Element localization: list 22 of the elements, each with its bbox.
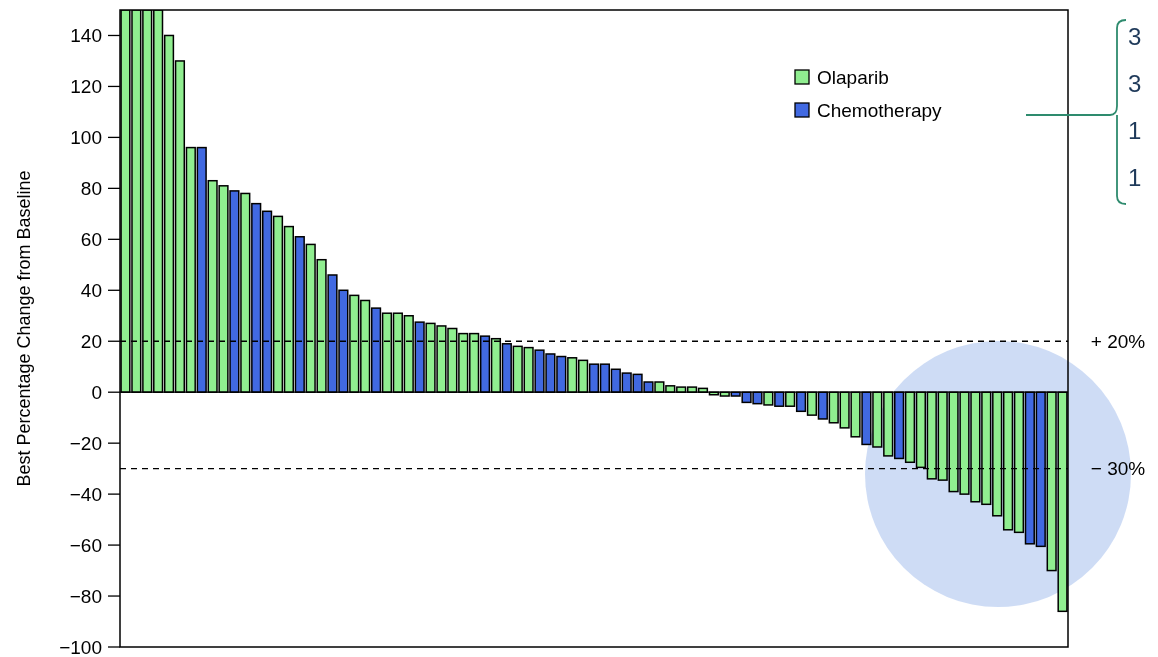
y-tick-label: −40	[69, 483, 102, 505]
legend-label: Olaparib	[817, 66, 889, 88]
y-tick-label: 0	[91, 381, 102, 403]
y-tick-label: 120	[70, 76, 102, 98]
y-tick-label: −100	[59, 636, 102, 657]
text: 3	[1128, 70, 1142, 98]
y-tick-label: 140	[70, 25, 102, 47]
y-tick-label: −20	[69, 432, 102, 454]
y-tick-label: 20	[80, 330, 102, 352]
ref-line-label: − 30%	[1090, 458, 1146, 480]
y-tick-label: −80	[69, 585, 102, 607]
y-tick-label: 100	[70, 127, 102, 149]
legend-label: Chemotherapy	[817, 99, 943, 121]
text: 3	[1128, 23, 1142, 51]
y-axis-title: Best Percentage Change from Baseline	[14, 170, 34, 487]
y-tick-label: 60	[80, 228, 102, 250]
y-tick-label: 40	[80, 279, 102, 301]
y-tick-label: 80	[80, 178, 102, 200]
ref-line-label: + 20%	[1090, 330, 1146, 352]
text: 1	[1128, 117, 1142, 145]
text: 1	[1128, 164, 1142, 192]
y-tick-label: −60	[69, 534, 102, 556]
